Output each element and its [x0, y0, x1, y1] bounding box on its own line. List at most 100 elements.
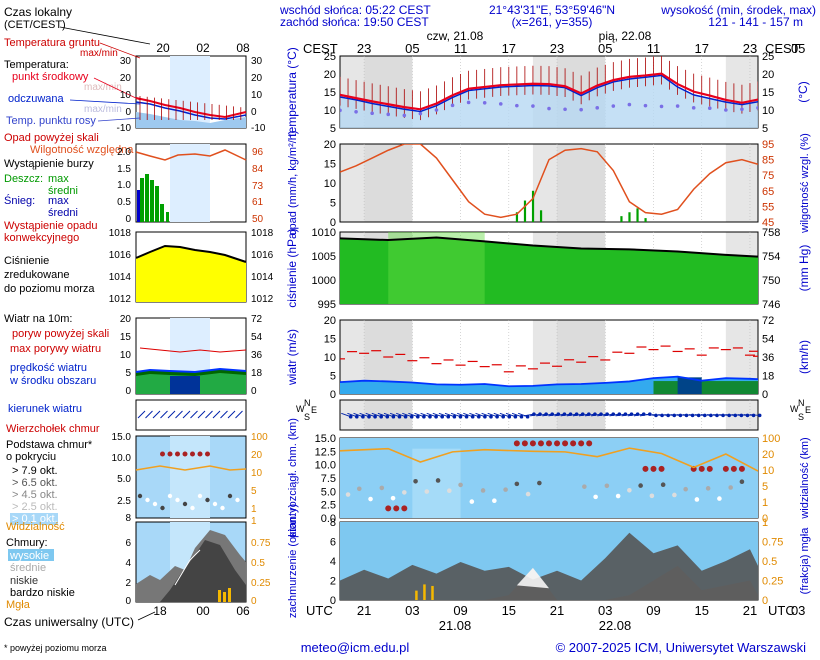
cest-right-label: CEST: [765, 41, 800, 56]
cloud-top-dot: [385, 505, 392, 512]
legend-rain: Deszcz:: [4, 173, 43, 185]
mini-wind-arrow: [182, 410, 191, 419]
cest-tick: 23: [357, 41, 371, 56]
cloud-base-dot: [492, 498, 497, 504]
mini-wind-arrow: [190, 410, 198, 419]
y-tick-label: 0.5: [762, 556, 777, 568]
svg-text:0: 0: [251, 107, 257, 118]
y-tick-label: 0: [330, 389, 336, 401]
mini-wind-arrow: [227, 410, 236, 419]
y-tick-label: 754: [762, 251, 780, 263]
dew-point-dot: [515, 103, 519, 108]
y-tick-label: 1010: [312, 227, 336, 239]
footer-email[interactable]: meteo@icm.edu.pl: [301, 640, 410, 655]
legend-temperature: Temperatura:: [4, 59, 69, 71]
svg-text:E: E: [311, 405, 317, 415]
legend-maxmin-1: max/min: [80, 48, 118, 59]
rain-bar: [515, 212, 519, 222]
svg-text:E: E: [805, 405, 811, 415]
cloud-base-dot: [458, 482, 463, 488]
svg-text:20: 20: [120, 314, 132, 325]
wind-arrow-head: [464, 414, 469, 419]
wind-arrow-head: [495, 414, 499, 419]
svg-text:84: 84: [252, 164, 264, 175]
dew-point-dot: [531, 104, 535, 108]
visibility-line: [340, 447, 758, 472]
cloud-top-dot: [578, 440, 585, 447]
cloud-base-dot: [368, 496, 373, 502]
wind-arrow-head: [397, 414, 402, 419]
y-tick-label: 0: [762, 389, 768, 401]
cloud-base-dot: [638, 483, 643, 488]
mini-wind-arrow: [152, 410, 161, 419]
day1-label: czw, 21.08: [427, 29, 484, 43]
chart-content: 5101520255101520250510152045556575859599…: [312, 51, 784, 607]
wind-kmh-ticks: 0 18 36 54 72: [762, 315, 774, 401]
cloud-base-dot: [604, 483, 610, 489]
cloud-top-dot: [650, 465, 657, 472]
mini-wind-arrow: [167, 410, 176, 419]
mini-cloud-dot: [197, 493, 203, 499]
y-tick-label: 10: [324, 352, 336, 364]
legend-rain-mean: średni: [48, 185, 78, 197]
y-tick-label: 15: [762, 87, 774, 99]
svg-text:100: 100: [251, 432, 268, 443]
mini-cloud-dot: [182, 501, 188, 507]
y-tick-label: 0: [762, 513, 768, 525]
svg-text:6: 6: [125, 538, 131, 549]
svg-text:1018: 1018: [109, 228, 132, 239]
cloud-base-dot: [525, 491, 531, 497]
y-tick-label: 18: [762, 371, 774, 383]
utc-tick: 03: [791, 603, 805, 618]
y-tick-label: 95: [762, 139, 774, 151]
temp-axis-title: temperatura (°C): [285, 47, 299, 137]
svg-text:36: 36: [251, 350, 263, 361]
mini-cloud-dot: [145, 497, 150, 503]
y-tick-label: 7.5: [321, 473, 336, 485]
legend-wind10: Wiatr na 10m:: [4, 313, 72, 325]
cest-tick: 11: [647, 41, 661, 56]
elevation-values: 121 - 141 - 157 m: [708, 15, 803, 29]
wind-arrow-head: [476, 414, 481, 419]
wind-arrow-head: [440, 414, 444, 419]
cloud-base-dot: [717, 496, 722, 501]
wind-arrow-head: [415, 414, 420, 419]
mini-cloud-top-dot: [160, 451, 165, 457]
y-tick-label: 2: [330, 576, 336, 588]
fog-bar: [423, 584, 426, 600]
svg-text:50: 50: [252, 214, 264, 225]
cest-tick: 05: [791, 41, 805, 56]
mini-cloud-top-dot: [205, 451, 210, 457]
sunrise-text: wschód słońca: 05:22 CEST: [279, 3, 431, 17]
y-tick-label: 20: [324, 139, 336, 151]
wind-arrows: [341, 412, 762, 419]
legend-fog: Mgła: [6, 599, 31, 611]
cloud-base-dot: [435, 478, 441, 483]
cloud-top-dot: [730, 465, 737, 472]
cloud-base-dot: [402, 490, 407, 495]
mini-wind-arrow: [212, 410, 221, 419]
svg-text:5: 5: [125, 368, 131, 379]
dew-point-dot: [434, 108, 439, 112]
wind-arrow-head: [446, 414, 451, 419]
footer-copyright: © 2007-2025 ICM, Uniwersytet Warszawski: [556, 640, 807, 655]
svg-text:0: 0: [125, 596, 131, 607]
svg-text:N: N: [798, 398, 805, 408]
cloud-base-dot: [728, 485, 733, 490]
pressure-highlight: [388, 232, 485, 304]
cloud-top-dot: [393, 505, 400, 512]
dew-point-dot: [402, 113, 407, 118]
svg-text:5: 5: [251, 486, 257, 497]
y-tick-label: 0: [330, 217, 336, 229]
y-tick-label: 5: [762, 123, 768, 135]
low-cloud-area: [340, 532, 758, 600]
mini-cloud-dot: [137, 493, 143, 499]
legend-visibility: Widzialność: [6, 521, 65, 533]
wind-arrow-head: [403, 414, 408, 419]
mini-cloud-top-dot: [197, 451, 203, 457]
svg-text:0: 0: [251, 386, 257, 397]
cest-left-label: CEST: [303, 41, 338, 56]
cloud-base-dot: [379, 485, 385, 491]
svg-text:1014: 1014: [251, 272, 274, 283]
wind-arrow-head: [379, 414, 383, 419]
